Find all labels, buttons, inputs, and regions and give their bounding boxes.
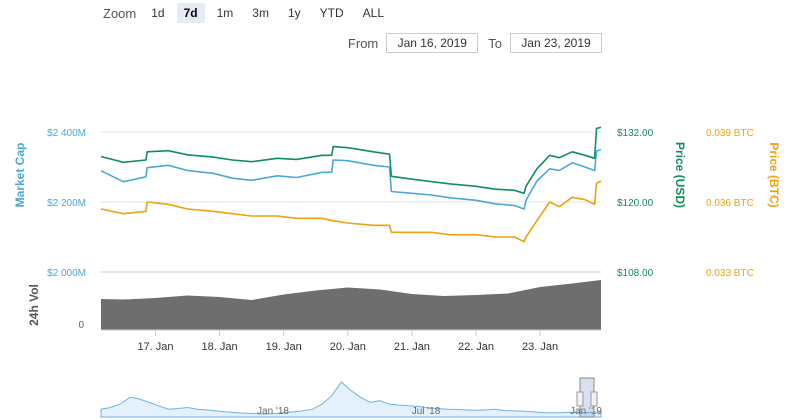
zoom-button-7d[interactable]: 7d [176,3,205,23]
price-usd-tick-label: $132.00 [617,128,654,139]
price-btc-line [100,180,602,243]
zoom-button-1d[interactable]: 1d [151,6,165,20]
x-tick-label: 20. Jan [330,341,366,353]
navigator-series [100,381,602,418]
x-tick-label: 19. Jan [266,341,302,353]
volume-axis-title: 24h Vol [27,284,41,326]
zoom-button-all[interactable]: ALL [362,6,384,20]
market-cap-tick-label: $2 200M [47,198,86,209]
zoom-bar: Zoom 1d 7d 1m 3m 1y YTD ALL [103,2,396,24]
volume-tick-label: 0 [78,320,84,331]
volume-area [101,280,601,330]
navigator-tick-label: Jan '18 [257,406,289,417]
market-cap-tick-label: $2 400M [47,128,86,139]
from-label: From [347,35,379,51]
x-tick-label: 22. Jan [458,341,494,353]
navigator-tick-label: Jan '19 [570,406,602,417]
price-btc-tick-label: 0.036 BTC [706,198,754,209]
x-tick-label: 17. Jan [137,341,173,353]
price-btc-axis-title: Price (BTC) [767,142,781,207]
zoom-button-ytd[interactable]: YTD [319,6,344,20]
price-usd-tick-label: $120.00 [617,198,654,209]
price-usd-tick-label: $108.00 [617,268,654,279]
from-date-input[interactable] [386,33,479,53]
zoom-label: Zoom [103,5,137,21]
market-cap-tick-label: $2 000M [47,268,86,279]
x-tick-label: 23. Jan [522,341,558,353]
price-btc-tick-label: 0.039 BTC [706,128,754,139]
navigator-drag-handle[interactable] [590,391,598,407]
zoom-button-1m[interactable]: 1m [216,6,234,20]
to-label: To [488,35,502,51]
to-date-input[interactable] [510,33,602,53]
price-usd-axis-title: Price (USD) [673,142,687,208]
zoom-button-3m[interactable]: 3m [252,6,269,20]
date-range-selector: From To [348,33,602,53]
x-tick-label: 18. Jan [202,341,238,353]
price-btc-tick-label: 0.033 BTC [706,268,754,279]
navigator-tick-label: Jul '18 [412,406,441,417]
price-usd-line [100,126,602,195]
market-cap-line [100,148,602,210]
market-cap-axis-title: Market Cap [13,143,27,208]
zoom-button-1y[interactable]: 1y [287,6,301,20]
x-tick-label: 21. Jan [394,341,430,353]
navigator-drag-handle[interactable] [576,391,584,407]
